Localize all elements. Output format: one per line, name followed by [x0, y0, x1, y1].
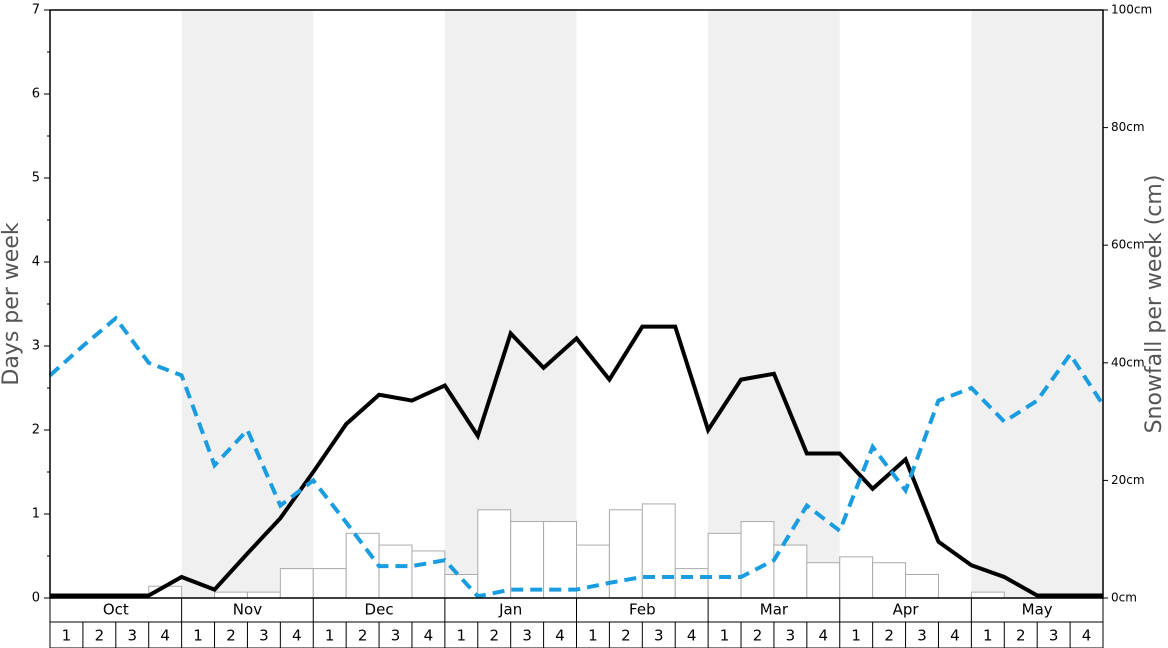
month-label: Feb [629, 601, 656, 619]
y-axis-title: Days per week [0, 222, 24, 385]
month-label: Jan [498, 601, 522, 619]
week-label: 4 [555, 627, 565, 645]
y-tick-label: 0 [32, 591, 40, 606]
snowfall-bar [641, 503, 676, 599]
month-label: Mar [760, 601, 789, 619]
week-label: 4 [819, 627, 829, 645]
y2-tick-label: 60cm [1111, 238, 1145, 252]
week-label: 1 [193, 627, 203, 645]
month-band [181, 10, 314, 598]
y-tick-label: 5 [32, 171, 40, 186]
snowfall-bar [608, 509, 643, 599]
snowfall-bar [970, 591, 1005, 599]
snowfall-bar [905, 573, 939, 599]
y2-tick-label: 40cm [1111, 355, 1145, 369]
month-band [708, 10, 840, 598]
week-label: 2 [489, 627, 499, 645]
snowfall-bar [378, 544, 413, 599]
week-label: 2 [358, 627, 368, 645]
week-label: 1 [851, 627, 861, 645]
month-label: May [1022, 601, 1053, 619]
snowfall-bar [411, 550, 446, 599]
week-label: 1 [325, 627, 335, 645]
series-line [48, 315, 1105, 599]
snowfall-bar [872, 562, 907, 599]
y2-axis-title: Snowfall per week (cm) [1142, 175, 1167, 434]
snowfall-bar [543, 521, 577, 599]
y-tick-label: 4 [32, 255, 40, 270]
y-tick-label: 1 [32, 507, 40, 522]
y2-tick-label: 80cm [1111, 120, 1145, 134]
snowfall-bar [839, 556, 874, 599]
week-label: 3 [654, 627, 664, 645]
week-label: 3 [391, 627, 401, 645]
snowfall-bar [312, 568, 347, 599]
month-label: Nov [233, 601, 262, 619]
y2-tick-label: 100cm [1111, 3, 1152, 17]
y-tick-label: 2 [32, 423, 40, 438]
week-label: 3 [259, 627, 269, 645]
week-label: 2 [1016, 627, 1026, 645]
snowfall-bar [707, 532, 742, 599]
snowfall-bar [674, 568, 709, 599]
week-label: 3 [917, 627, 927, 645]
week-label: 2 [753, 627, 763, 645]
month-band [444, 10, 577, 598]
week-label: 4 [1082, 627, 1092, 645]
week-label: 2 [884, 627, 894, 645]
week-label: 4 [687, 627, 697, 645]
week-label: 4 [292, 627, 302, 645]
week-label: 2 [95, 627, 105, 645]
month-label: Dec [365, 601, 394, 619]
week-label: 4 [950, 627, 960, 645]
week-label: 2 [621, 627, 631, 645]
week-label: 2 [226, 627, 236, 645]
week-label: 3 [127, 627, 137, 645]
week-label: 1 [457, 627, 467, 645]
y2-tick-label: 0cm [1111, 591, 1137, 605]
snowfall-bar [576, 544, 610, 599]
snowfall-bar [246, 591, 281, 599]
series-line [50, 324, 1103, 598]
snowfall-bar [444, 573, 479, 599]
snowfall-bar [279, 568, 314, 599]
week-label: 1 [720, 627, 730, 645]
week-label: 3 [786, 627, 796, 645]
week-label: 4 [424, 627, 434, 645]
snowfall-bar [806, 562, 841, 599]
month-label: Apr [893, 601, 920, 619]
month-label: Oct [103, 601, 129, 619]
y-tick-label: 7 [32, 3, 40, 18]
week-label: 3 [522, 627, 532, 645]
month-band [971, 10, 1103, 598]
week-label: 3 [1049, 627, 1059, 645]
week-label: 1 [62, 627, 72, 645]
y-tick-label: 6 [32, 87, 40, 102]
snowfall-bar [510, 521, 545, 599]
y2-tick-label: 20cm [1111, 473, 1145, 487]
week-label: 1 [588, 627, 598, 645]
snowfall-bar [740, 521, 775, 599]
snowfall-bar [477, 509, 512, 599]
snowfall-bar [345, 532, 380, 599]
week-label: 4 [160, 627, 170, 645]
snowfall-bar [214, 591, 248, 599]
week-label: 1 [983, 627, 993, 645]
y-tick-label: 3 [32, 339, 40, 354]
